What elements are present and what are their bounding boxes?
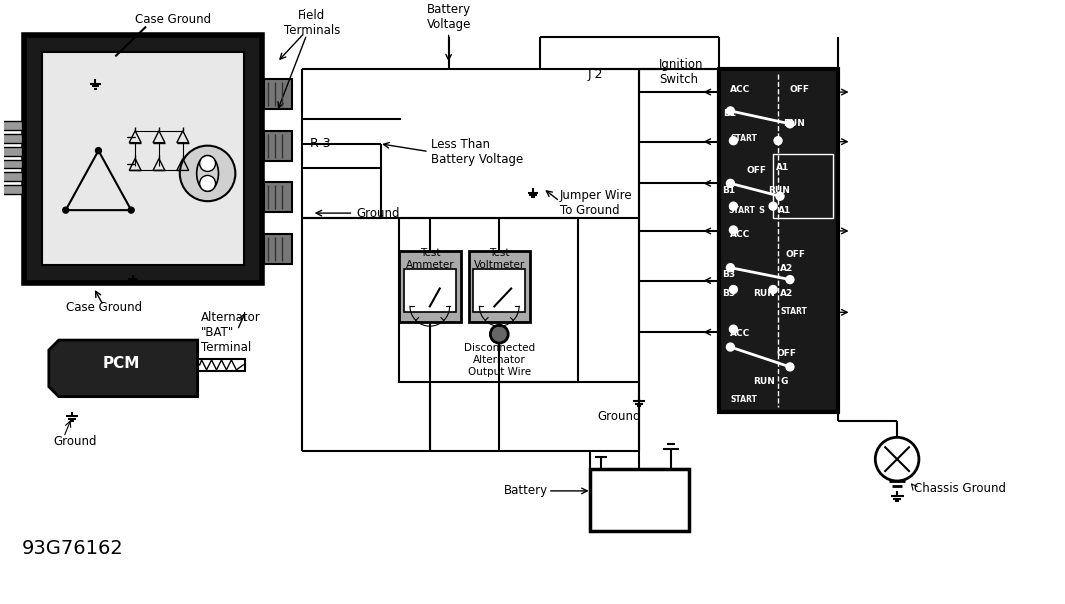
Text: Disconnected
Alternator
Output Wire: Disconnected Alternator Output Wire <box>463 343 535 376</box>
Text: A2: A2 <box>780 264 793 272</box>
Text: A1: A1 <box>779 206 791 215</box>
Circle shape <box>63 207 68 213</box>
Circle shape <box>199 156 215 172</box>
Bar <box>404 269 456 312</box>
Text: Test
Voltmeter: Test Voltmeter <box>474 248 525 269</box>
Bar <box>42 53 244 265</box>
Text: Test
Ammeter: Test Ammeter <box>406 248 454 269</box>
Text: START: START <box>731 133 757 143</box>
Text: B1: B1 <box>722 186 736 195</box>
Bar <box>719 69 837 411</box>
Text: Chassis Ground: Chassis Ground <box>914 483 1006 495</box>
Text: RUN: RUN <box>783 119 805 128</box>
Circle shape <box>875 437 919 481</box>
Circle shape <box>776 192 784 200</box>
Bar <box>773 153 833 218</box>
Bar <box>198 359 245 371</box>
Text: Ground: Ground <box>357 207 399 220</box>
Text: 93G76162: 93G76162 <box>22 539 124 558</box>
Bar <box>24 34 262 283</box>
Text: B1: B1 <box>723 109 737 118</box>
Text: Ground: Ground <box>597 410 641 423</box>
Text: Ground: Ground <box>54 435 97 448</box>
Circle shape <box>730 226 737 234</box>
Text: START: START <box>731 394 757 403</box>
Bar <box>2 133 22 143</box>
Text: Field
Terminals: Field Terminals <box>283 8 340 37</box>
Circle shape <box>96 147 101 153</box>
Text: Alternator
"BAT"
Terminal: Alternator "BAT" Terminal <box>200 310 260 354</box>
Circle shape <box>730 202 737 210</box>
Text: Ignition
Switch: Ignition Switch <box>659 58 704 86</box>
Text: Battery
Voltage: Battery Voltage <box>426 2 471 31</box>
Text: J 2: J 2 <box>588 68 603 81</box>
Circle shape <box>786 120 793 128</box>
Bar <box>264 234 292 264</box>
Text: OFF: OFF <box>786 250 806 259</box>
Bar <box>2 159 22 169</box>
Text: G: G <box>780 377 787 386</box>
Text: A2: A2 <box>780 289 793 298</box>
Text: RUN: RUN <box>753 377 775 386</box>
Text: START: START <box>728 206 755 215</box>
Bar <box>2 185 22 194</box>
Text: PCM: PCM <box>102 356 140 371</box>
Circle shape <box>774 137 782 144</box>
Text: Case Ground: Case Ground <box>135 13 211 26</box>
Bar <box>590 469 689 530</box>
Circle shape <box>726 179 735 187</box>
Text: START: START <box>780 307 807 316</box>
Bar <box>469 251 530 323</box>
Text: A1: A1 <box>776 164 789 173</box>
Circle shape <box>490 325 508 343</box>
Bar <box>399 218 577 382</box>
Text: ACC: ACC <box>731 329 751 338</box>
Circle shape <box>730 286 737 294</box>
Text: B3: B3 <box>722 289 736 298</box>
Circle shape <box>730 325 737 333</box>
Polygon shape <box>49 340 198 397</box>
Circle shape <box>726 343 735 351</box>
Text: Less Than
Battery Voltage: Less Than Battery Voltage <box>431 138 523 165</box>
Text: Battery: Battery <box>504 484 547 498</box>
Bar <box>2 121 22 130</box>
Text: Case Ground: Case Ground <box>66 301 142 314</box>
Circle shape <box>769 286 777 294</box>
Bar <box>264 130 292 161</box>
Circle shape <box>726 264 735 272</box>
Circle shape <box>726 107 735 115</box>
Circle shape <box>128 207 134 213</box>
Bar <box>264 79 292 109</box>
Bar <box>264 182 292 212</box>
Circle shape <box>769 202 777 210</box>
Text: B3: B3 <box>722 269 736 278</box>
Text: RUN: RUN <box>753 289 775 298</box>
Text: OFF: OFF <box>776 349 796 358</box>
Text: RUN: RUN <box>768 186 790 195</box>
Text: S: S <box>758 206 765 215</box>
Circle shape <box>730 137 737 144</box>
Bar <box>474 269 525 312</box>
Text: OFF: OFF <box>790 85 810 94</box>
Bar <box>2 172 22 181</box>
Text: OFF: OFF <box>747 167 767 176</box>
Text: Jumper Wire
To Ground: Jumper Wire To Ground <box>560 189 633 217</box>
Text: ACC: ACC <box>731 230 751 239</box>
Bar <box>2 147 22 156</box>
Circle shape <box>199 175 215 191</box>
Circle shape <box>180 146 235 201</box>
Circle shape <box>786 363 793 371</box>
Text: ACC: ACC <box>731 85 751 94</box>
Circle shape <box>786 275 793 283</box>
Text: R 3: R 3 <box>310 137 330 150</box>
Bar <box>399 251 460 323</box>
